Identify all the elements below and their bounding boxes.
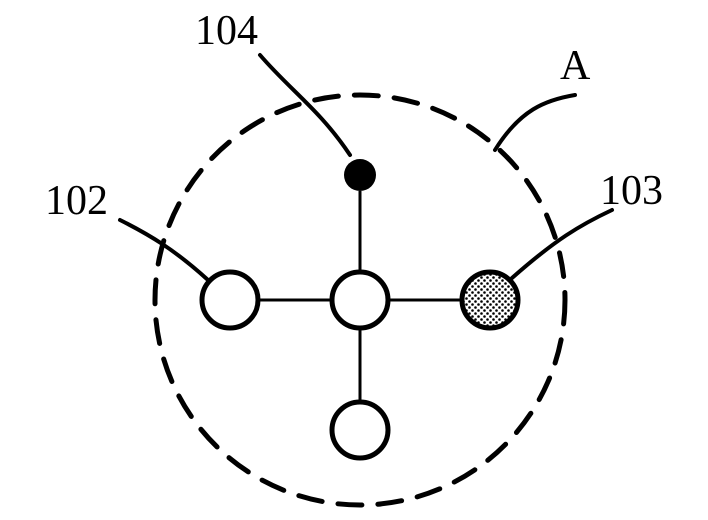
node-center (332, 272, 388, 328)
label-104: 104 (195, 10, 258, 52)
label-A: A (560, 45, 590, 87)
node-bottom (332, 402, 388, 458)
diagram-canvas: 104 A 102 103 (0, 0, 708, 520)
lead-104 (260, 55, 350, 155)
lead-A (495, 95, 575, 150)
label-102: 102 (45, 180, 108, 222)
lead-102 (120, 220, 208, 280)
node-left (202, 272, 258, 328)
diagram-svg (0, 0, 708, 520)
node-right (462, 272, 518, 328)
node-top (344, 159, 376, 191)
label-103: 103 (600, 170, 663, 212)
